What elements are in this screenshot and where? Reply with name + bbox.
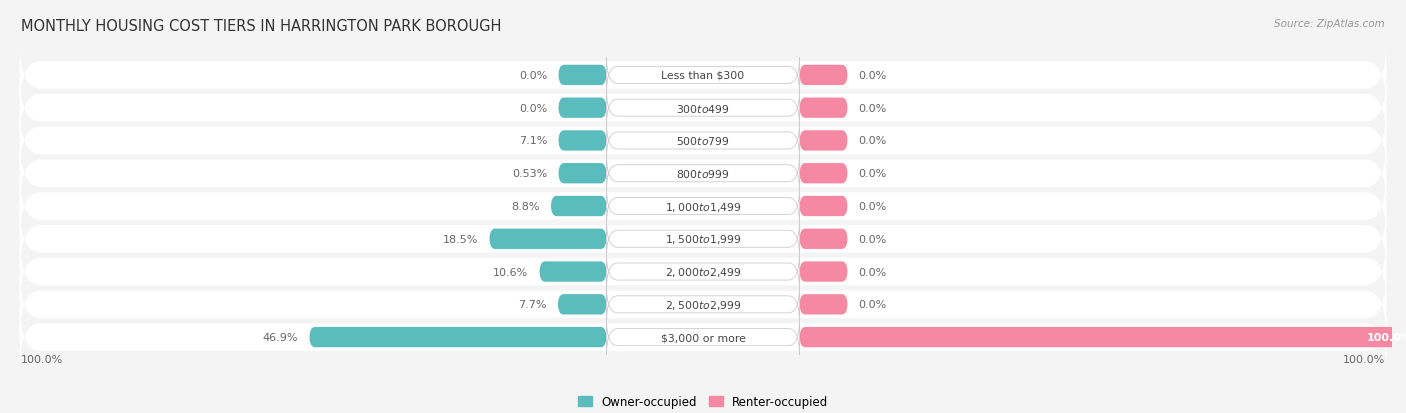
Text: 0.0%: 0.0% xyxy=(859,299,887,310)
FancyBboxPatch shape xyxy=(20,73,1386,144)
FancyBboxPatch shape xyxy=(558,164,606,184)
FancyBboxPatch shape xyxy=(20,302,1386,373)
Text: 0.0%: 0.0% xyxy=(859,103,887,114)
Text: 0.0%: 0.0% xyxy=(859,267,887,277)
Text: $500 to $799: $500 to $799 xyxy=(676,135,730,147)
Text: 0.0%: 0.0% xyxy=(859,136,887,146)
FancyBboxPatch shape xyxy=(800,98,848,119)
Text: Less than $300: Less than $300 xyxy=(661,71,745,81)
Text: 10.6%: 10.6% xyxy=(494,267,529,277)
Text: MONTHLY HOUSING COST TIERS IN HARRINGTON PARK BOROUGH: MONTHLY HOUSING COST TIERS IN HARRINGTON… xyxy=(21,19,502,33)
Text: $2,000 to $2,499: $2,000 to $2,499 xyxy=(665,266,741,278)
Text: 0.0%: 0.0% xyxy=(519,103,547,114)
FancyBboxPatch shape xyxy=(20,204,1386,275)
Text: 0.0%: 0.0% xyxy=(859,169,887,179)
FancyBboxPatch shape xyxy=(606,254,800,290)
FancyBboxPatch shape xyxy=(20,237,1386,307)
Text: 7.7%: 7.7% xyxy=(519,299,547,310)
FancyBboxPatch shape xyxy=(20,269,1386,340)
FancyBboxPatch shape xyxy=(20,106,1386,176)
Text: 0.53%: 0.53% xyxy=(512,169,547,179)
FancyBboxPatch shape xyxy=(558,294,606,315)
FancyBboxPatch shape xyxy=(606,156,800,192)
Text: 7.1%: 7.1% xyxy=(519,136,547,146)
Text: $300 to $499: $300 to $499 xyxy=(676,102,730,114)
FancyBboxPatch shape xyxy=(558,131,606,151)
FancyBboxPatch shape xyxy=(606,91,800,126)
Text: 100.0%: 100.0% xyxy=(21,354,63,365)
FancyBboxPatch shape xyxy=(800,262,848,282)
Text: 46.9%: 46.9% xyxy=(263,332,298,342)
Text: 100.0%: 100.0% xyxy=(1367,332,1406,342)
FancyBboxPatch shape xyxy=(20,40,1386,111)
FancyBboxPatch shape xyxy=(800,164,848,184)
FancyBboxPatch shape xyxy=(558,98,606,119)
FancyBboxPatch shape xyxy=(606,189,800,224)
FancyBboxPatch shape xyxy=(606,58,800,93)
Text: 0.0%: 0.0% xyxy=(859,202,887,211)
Text: 0.0%: 0.0% xyxy=(859,71,887,81)
Text: 8.8%: 8.8% xyxy=(512,202,540,211)
Text: $1,000 to $1,499: $1,000 to $1,499 xyxy=(665,200,741,213)
Text: $3,000 or more: $3,000 or more xyxy=(661,332,745,342)
Text: 0.0%: 0.0% xyxy=(859,234,887,244)
Text: 100.0%: 100.0% xyxy=(1343,354,1385,365)
FancyBboxPatch shape xyxy=(540,262,606,282)
Text: 0.0%: 0.0% xyxy=(519,71,547,81)
Text: $2,500 to $2,999: $2,500 to $2,999 xyxy=(665,298,741,311)
Text: $800 to $999: $800 to $999 xyxy=(676,168,730,180)
Legend: Owner-occupied, Renter-occupied: Owner-occupied, Renter-occupied xyxy=(578,395,828,408)
Text: $1,500 to $1,999: $1,500 to $1,999 xyxy=(665,233,741,246)
FancyBboxPatch shape xyxy=(800,327,1406,347)
FancyBboxPatch shape xyxy=(20,171,1386,242)
FancyBboxPatch shape xyxy=(800,196,848,217)
FancyBboxPatch shape xyxy=(606,320,800,355)
FancyBboxPatch shape xyxy=(800,229,848,249)
FancyBboxPatch shape xyxy=(606,221,800,257)
FancyBboxPatch shape xyxy=(309,327,606,347)
Text: 18.5%: 18.5% xyxy=(443,234,478,244)
FancyBboxPatch shape xyxy=(558,66,606,86)
FancyBboxPatch shape xyxy=(800,294,848,315)
FancyBboxPatch shape xyxy=(606,123,800,159)
FancyBboxPatch shape xyxy=(551,196,606,217)
FancyBboxPatch shape xyxy=(800,131,848,151)
FancyBboxPatch shape xyxy=(606,287,800,322)
FancyBboxPatch shape xyxy=(800,66,848,86)
Text: Source: ZipAtlas.com: Source: ZipAtlas.com xyxy=(1274,19,1385,28)
FancyBboxPatch shape xyxy=(489,229,606,249)
FancyBboxPatch shape xyxy=(20,138,1386,209)
